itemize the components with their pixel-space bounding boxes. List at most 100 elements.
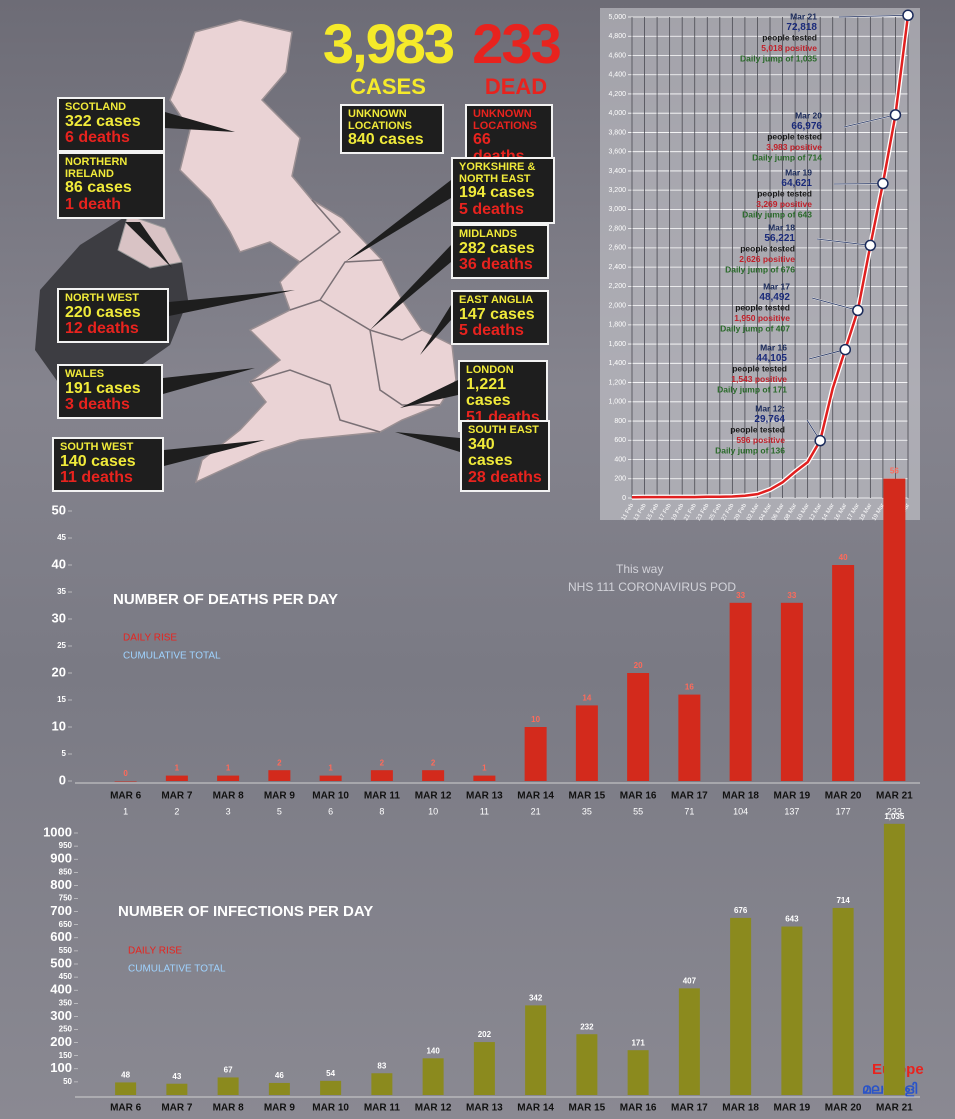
- region-box: NORTH WEST 220 cases 12 deaths: [57, 288, 169, 344]
- region-name: EAST ANGLIA: [459, 294, 534, 306]
- headline-cases: 3,983 CASES: [312, 14, 464, 100]
- cumulative-label: 3: [226, 806, 231, 816]
- annotation-note: people tested: [730, 424, 785, 434]
- annotation-positive: 3,983 positive: [766, 142, 822, 152]
- bar-value-label: 1: [175, 764, 180, 773]
- region-border: [289, 259, 383, 311]
- bar-value-label: 643: [785, 915, 799, 924]
- y-tick-label: 350: [59, 998, 73, 1007]
- region-border: [299, 199, 342, 263]
- y-tick-label: 30: [52, 610, 66, 625]
- bar-value-label: 10: [531, 715, 540, 724]
- annotation-note: people tested: [732, 363, 787, 373]
- y-tick-label: 1,600: [608, 341, 626, 348]
- annotation-positive: 1,950 positive: [734, 313, 790, 323]
- bar: [730, 917, 752, 1095]
- x-tick-label: MAR 18: [722, 1103, 759, 1114]
- region-name: UNKNOWN LOCATIONS: [473, 108, 537, 132]
- region-deaths: 12 deaths: [65, 320, 139, 338]
- y-tick-label: 250: [59, 1025, 73, 1034]
- x-tick-label: MAR 13: [466, 1103, 503, 1114]
- bar-value-label: 2: [431, 758, 436, 767]
- legend-entry: DAILY RISE: [128, 946, 182, 957]
- region-name: SOUTH EAST: [468, 424, 539, 436]
- cases-number: 3,983: [322, 12, 455, 75]
- region-cases: 140 cases: [60, 452, 136, 470]
- x-tick-label: MAR 19: [774, 791, 811, 802]
- bar-value-label: 40: [839, 553, 848, 562]
- y-tick-label: 10: [52, 718, 66, 733]
- bar-value-label: 54: [326, 1069, 335, 1078]
- region-cases: 282 cases: [459, 239, 535, 257]
- x-tick-label: MAR 18: [722, 791, 759, 802]
- x-tick-label: MAR 11: [364, 791, 401, 802]
- y-tick-label: 2,200: [608, 283, 626, 290]
- region-border: [369, 329, 440, 406]
- cumulative-label: 21: [531, 806, 541, 816]
- annotation-date: Mar 21: [790, 11, 817, 21]
- region-name: SCOTLAND: [65, 101, 127, 113]
- y-tick-label: 800: [614, 418, 626, 425]
- region-box: SOUTH WEST 140 cases 11 deaths: [52, 437, 164, 493]
- cumulative-label: 1: [123, 806, 128, 816]
- y-tick-label: 45: [57, 533, 66, 542]
- bar: [371, 1073, 393, 1095]
- x-tick-label: MAR 12: [415, 1103, 452, 1114]
- bar: [678, 694, 701, 781]
- bar: [422, 1058, 444, 1095]
- bar: [115, 1082, 137, 1095]
- sign-text: This way: [616, 562, 663, 576]
- cumulative-label: 11: [480, 806, 489, 816]
- region-box: MIDLANDS 282 cases 36 deaths: [451, 224, 549, 280]
- y-tick-label: 600: [50, 929, 72, 944]
- bar: [268, 770, 291, 781]
- region-deaths: 6 deaths: [65, 129, 130, 147]
- annotation-jump: Daily jump of 407: [720, 323, 790, 333]
- x-tick-label: MAR 17: [671, 1103, 708, 1114]
- region-box: UNKNOWN LOCATIONS 840 cases: [340, 104, 444, 154]
- bar: [575, 705, 598, 781]
- y-tick-label: 750: [59, 894, 73, 903]
- y-tick-label: 4,800: [608, 33, 626, 40]
- bar-value-label: 43: [172, 1072, 181, 1081]
- region-deaths: 5 deaths: [459, 322, 524, 340]
- annotation-date: Mar 20: [795, 110, 822, 120]
- x-tick-label: MAR 7: [161, 791, 193, 802]
- y-tick-label: 700: [50, 903, 72, 918]
- region-cases: 322 cases: [65, 112, 141, 130]
- y-tick-label: 0: [622, 495, 626, 502]
- region-cases: 86 cases: [65, 179, 132, 197]
- region-box: YORKSHIRE & NORTH EAST 194 cases 5 deaths: [451, 157, 555, 224]
- y-tick-label: 200: [50, 1034, 72, 1049]
- region-box: WALES 191 cases 3 deaths: [57, 364, 163, 420]
- x-tick-label: MAR 7: [161, 1103, 193, 1114]
- y-tick-label: 2,000: [608, 302, 626, 309]
- callout-line: [843, 114, 896, 128]
- y-tick-label: 300: [50, 1008, 72, 1023]
- x-tick-label: MAR 14: [517, 1103, 554, 1114]
- bar-value-label: 1: [226, 764, 231, 773]
- annotation-tested: 56,221: [764, 233, 795, 244]
- annotation-jump: Daily jump of 1,035: [740, 53, 817, 63]
- annotation-positive: 3,269 positive: [756, 199, 812, 209]
- y-tick-label: 4,200: [608, 91, 626, 98]
- pointer: [125, 222, 172, 268]
- pointer: [395, 432, 460, 452]
- bar: [576, 1034, 598, 1095]
- cumulative-label: 2: [174, 806, 179, 816]
- y-tick-label: 1,200: [608, 379, 626, 386]
- y-tick-label: 3,800: [608, 129, 626, 136]
- great-britain: [169, 19, 457, 484]
- annotation-positive: 2,626 positive: [739, 254, 795, 264]
- point-marker: [877, 177, 889, 190]
- region-deaths: 11 deaths: [60, 469, 133, 487]
- y-tick-label: 650: [59, 920, 73, 929]
- x-tick-label: MAR 17: [671, 791, 708, 802]
- legend-entry: CUMULATIVE TOTAL: [128, 964, 226, 975]
- bar-value-label: 714: [836, 896, 850, 905]
- y-tick-label: 2,600: [608, 245, 626, 252]
- x-tick-label: MAR 16: [620, 791, 657, 802]
- y-tick-label: 200: [614, 476, 626, 483]
- annotation-date: Mar 16: [760, 342, 787, 352]
